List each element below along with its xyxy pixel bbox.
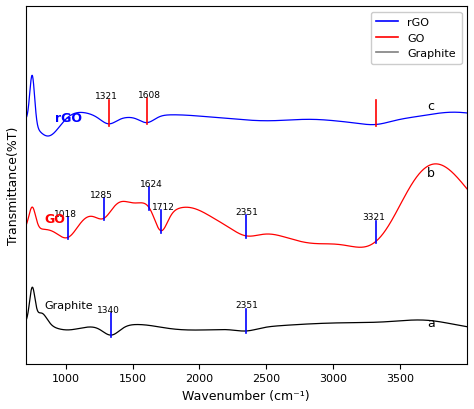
Text: c: c — [427, 100, 434, 113]
Text: 2351: 2351 — [235, 208, 258, 217]
Text: 1340: 1340 — [97, 305, 120, 314]
Y-axis label: Transmittance(%T): Transmittance(%T) — [7, 126, 20, 245]
Text: a: a — [427, 316, 435, 329]
Text: 3321: 3321 — [362, 213, 385, 222]
Text: rGO: rGO — [55, 112, 82, 124]
Text: GO: GO — [44, 212, 65, 225]
Text: 1018: 1018 — [54, 209, 77, 218]
Legend: rGO, GO, Graphite: rGO, GO, Graphite — [371, 12, 462, 65]
Text: 2351: 2351 — [235, 301, 258, 310]
Text: 1624: 1624 — [140, 180, 163, 189]
X-axis label: Wavenumber (cm⁻¹): Wavenumber (cm⁻¹) — [182, 389, 310, 402]
Text: 1285: 1285 — [90, 190, 113, 199]
Text: 1321: 1321 — [95, 92, 118, 101]
Text: b: b — [427, 166, 435, 180]
Text: Graphite: Graphite — [44, 300, 93, 310]
Text: 1712: 1712 — [152, 202, 175, 211]
Text: 1608: 1608 — [138, 91, 161, 100]
